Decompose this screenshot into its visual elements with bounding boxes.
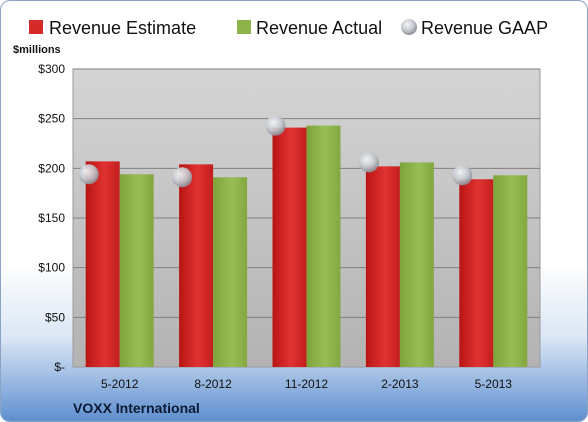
bar-revenue-estimate: [459, 179, 494, 367]
bar-revenue-estimate: [85, 161, 120, 367]
bar-revenue-actual: [119, 174, 154, 367]
y-axis-unit-label: $millions: [13, 44, 61, 56]
legend-swatch-estimate: [29, 20, 43, 34]
gaap-markers: [78, 115, 473, 188]
marker-revenue-gaap: [78, 164, 99, 185]
bar-revenue-estimate: [179, 164, 214, 367]
marker-revenue-gaap: [265, 115, 286, 136]
company-name: VOXX International: [73, 400, 200, 416]
marker-revenue-gaap: [452, 165, 473, 186]
legend: Revenue Estimate Revenue Actual Revenue …: [29, 18, 548, 38]
legend-marker-gaap: [401, 19, 417, 35]
y-tick-label: $250: [38, 112, 65, 126]
legend-label-gaap: Revenue GAAP: [421, 18, 548, 38]
y-tick-label: $50: [45, 310, 65, 324]
bar-revenue-estimate: [365, 166, 400, 367]
legend-label-actual: Revenue Actual: [256, 18, 382, 38]
legend-swatch-actual: [237, 20, 251, 34]
x-tick-label: 5-2012: [101, 377, 139, 391]
y-axis-ticks: $- $50 $100 $150 $200 $250 $300: [38, 62, 65, 374]
bar-revenue-estimate: [272, 127, 307, 368]
bars: [85, 125, 528, 368]
x-tick-label: 8-2012: [194, 377, 232, 391]
marker-revenue-gaap: [358, 152, 379, 173]
bar-revenue-actual: [306, 125, 341, 368]
x-tick-label: 2-2013: [381, 377, 419, 391]
marker-revenue-gaap: [172, 167, 193, 188]
bar-revenue-actual: [399, 162, 434, 367]
y-tick-label: $150: [38, 211, 65, 225]
x-tick-label: 11-2012: [285, 377, 328, 391]
bar-revenue-actual: [213, 177, 248, 367]
legend-label-estimate: Revenue Estimate: [49, 18, 196, 38]
x-axis-ticks: 5-2012 8-2012 11-2012 2-2013 5-2013: [101, 377, 512, 391]
y-tick-label: $200: [38, 161, 65, 175]
x-tick-label: 5-2013: [475, 377, 513, 391]
y-tick-label: $300: [38, 62, 65, 76]
y-tick-label: $-: [54, 360, 65, 374]
bar-revenue-actual: [493, 175, 528, 367]
y-tick-label: $100: [38, 261, 65, 275]
